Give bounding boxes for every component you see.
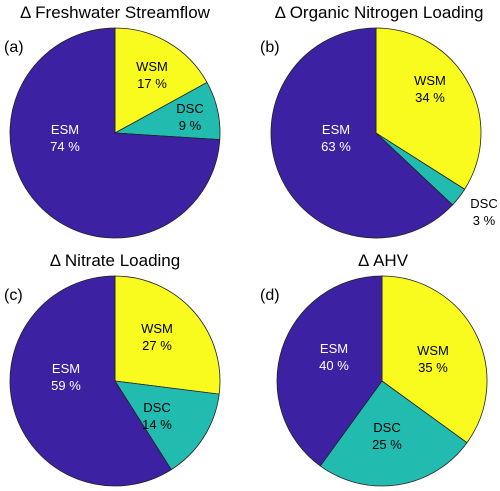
pie-slice-esm: [270, 27, 454, 239]
panel-c-letter: (c): [4, 287, 23, 304]
slice-value-esm: 59 %: [51, 378, 81, 393]
panel-c-title: Δ Nitrate Loading: [50, 251, 180, 270]
pie-slice-esm: [9, 27, 221, 239]
slice-label-esm: ESM: [52, 361, 80, 376]
panel-b-labels: WSM 34 % DSC 3 % ESM 63 %: [321, 73, 498, 228]
panel-b: Δ Organic Nitrogen Loading (b) WSM 34 % …: [260, 3, 498, 239]
pie-slice-dsc: [319, 380, 468, 487]
panel-d: Δ AHV (d) WSM 35 % DSC 25 % ESM 40 %: [260, 251, 488, 487]
pie-slice-wsm: [375, 27, 482, 190]
slice-value-wsm: 35 %: [418, 360, 448, 375]
slice-value-wsm: 27 %: [142, 338, 172, 353]
slice-label-wsm: WSM: [141, 321, 173, 336]
pie-slice-wsm: [114, 275, 221, 395]
panel-a-slices: [9, 27, 221, 239]
slice-label-dsc: DSC: [373, 420, 400, 435]
slice-label-wsm: WSM: [417, 343, 449, 358]
slice-value-dsc: 9 %: [179, 118, 202, 133]
panel-a-letter: (a): [4, 39, 24, 56]
panel-c: Δ Nitrate Loading (c) WSM 27 % DSC 14 % …: [4, 251, 221, 487]
pie-slice-esm: [9, 275, 172, 487]
slice-label-wsm: WSM: [136, 59, 168, 74]
panel-d-slices: [276, 275, 488, 487]
panel-d-labels: WSM 35 % DSC 25 % ESM 40 %: [319, 341, 449, 452]
slice-value-dsc: 25 %: [372, 437, 402, 452]
panel-c-labels: WSM 27 % DSC 14 % ESM 59 %: [51, 321, 173, 432]
panel-b-letter: (b): [260, 39, 280, 56]
panel-b-title: Δ Organic Nitrogen Loading: [275, 3, 484, 22]
slice-label-esm: ESM: [51, 122, 79, 137]
slice-value-dsc: 14 %: [142, 417, 172, 432]
panel-d-title: Δ AHV: [358, 251, 409, 270]
panel-b-slices: [270, 27, 482, 239]
slice-value-esm: 40 %: [319, 358, 349, 373]
slice-label-dsc: DSC: [143, 400, 170, 415]
slice-value-wsm: 34 %: [415, 90, 445, 105]
panel-a-labels: WSM 17 % DSC 9 % ESM 74 %: [50, 59, 204, 154]
pie-slice-esm: [276, 275, 383, 467]
slice-label-esm: ESM: [322, 122, 350, 137]
pie-slice-wsm: [381, 275, 488, 444]
panel-a: Δ Freshwater Streamflow (a) WSM 17 % DSC…: [4, 3, 221, 239]
pie-slice-dsc: [114, 380, 220, 471]
slice-label-wsm: WSM: [414, 73, 446, 88]
slice-value-esm: 63 %: [321, 139, 351, 154]
pie-slice-wsm: [114, 27, 208, 134]
slice-value-esm: 74 %: [50, 139, 80, 154]
slice-value-wsm: 17 %: [137, 76, 167, 91]
slice-label-dsc: DSC: [176, 101, 203, 116]
slice-label-dsc: DSC: [470, 196, 497, 211]
slice-label-esm: ESM: [320, 341, 348, 356]
panel-d-letter: (d): [260, 287, 280, 304]
panel-a-title: Δ Freshwater Streamflow: [20, 3, 211, 22]
panel-c-slices: [9, 275, 221, 487]
slice-value-dsc: 3 %: [473, 213, 496, 228]
